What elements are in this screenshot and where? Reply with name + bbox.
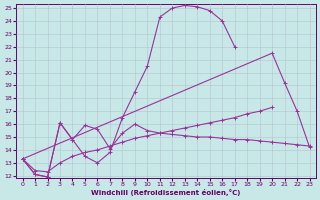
X-axis label: Windchill (Refroidissement éolien,°C): Windchill (Refroidissement éolien,°C)	[92, 189, 241, 196]
